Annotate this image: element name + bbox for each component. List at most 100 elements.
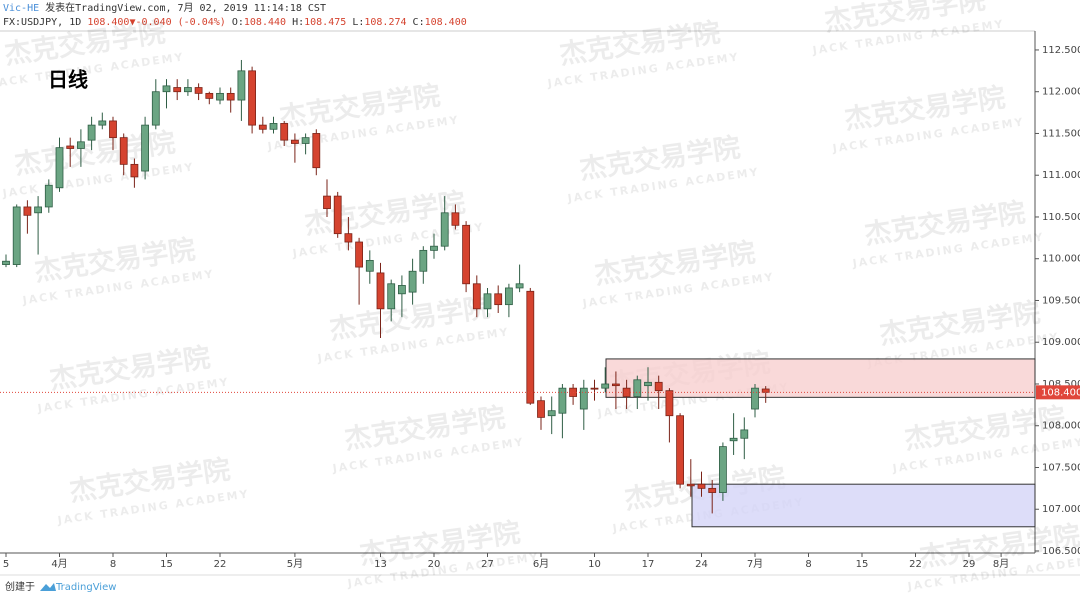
candle-body — [162, 85, 171, 93]
candle-body — [205, 92, 214, 99]
brand-logo — [40, 583, 56, 591]
ohlc-label: O: — [231, 17, 244, 28]
header: Vic-HE 发表在TradingView.com, 7月 02, 2019 1… — [3, 2, 467, 30]
candle-body — [109, 120, 117, 139]
y-tick-label: 109.500 — [1042, 295, 1080, 306]
candle-body — [472, 283, 481, 310]
x-tick-label: 27 — [481, 559, 494, 570]
zone — [605, 358, 1036, 398]
candle-body — [173, 87, 182, 93]
y-tick-label: 112.000 — [1042, 87, 1080, 98]
x-tick-label: 8月 — [993, 558, 1009, 570]
candle-body — [141, 124, 150, 172]
x-tick-label: 17 — [642, 559, 655, 570]
candle-body — [344, 233, 353, 243]
candle-body — [665, 390, 674, 417]
y-tick-label: 112.500 — [1042, 45, 1080, 56]
author[interactable]: Vic-HE — [3, 3, 40, 14]
candle-body — [55, 147, 64, 189]
candle-body — [440, 212, 449, 247]
candle-body — [397, 285, 406, 295]
candle-body — [483, 293, 492, 310]
last-price-box — [1036, 385, 1080, 400]
y-tick-label: 111.500 — [1042, 128, 1080, 139]
candle-body — [183, 87, 192, 93]
x-tick-label: 29 — [963, 559, 976, 570]
published: 发表在TradingView.com, 7月 02, 2019 11:14:18… — [45, 3, 326, 14]
candle-body — [290, 139, 299, 144]
candle-body — [547, 410, 556, 417]
candle-body — [248, 70, 257, 126]
candle-body — [740, 429, 749, 439]
candle-body — [419, 249, 428, 272]
candle-body — [654, 381, 663, 392]
price: 108.400 — [87, 17, 130, 28]
y-tick-label: 111.000 — [1042, 170, 1080, 181]
x-tick-label: 20 — [428, 559, 441, 570]
candle-body — [226, 92, 235, 101]
ohlc-value: 108.475 — [304, 17, 347, 28]
y-tick-label: 108.000 — [1042, 421, 1080, 432]
candle-body — [676, 415, 684, 485]
candle-body — [451, 212, 460, 226]
x-tick-label: 13 — [374, 559, 387, 570]
candle-body — [312, 133, 321, 169]
candle-body — [376, 272, 385, 310]
candle-body — [44, 184, 53, 208]
candle-body — [269, 123, 278, 130]
ohlc-value: 108.274 — [364, 17, 407, 28]
candle-body — [590, 387, 599, 390]
symbol: FX:USDJPY, 1D — [3, 17, 82, 28]
candle-body — [408, 270, 417, 293]
candle-body — [34, 206, 42, 214]
candle-body — [98, 120, 107, 126]
candle-body — [644, 381, 652, 387]
overlay-label: 日线 — [48, 68, 88, 92]
candle-body — [494, 293, 503, 306]
candle-body — [12, 206, 21, 265]
x-tick-label: 6月 — [533, 558, 549, 570]
last-price-label: 108.400 — [1041, 387, 1080, 398]
y-tick-label: 108.500 — [1042, 379, 1080, 390]
x-tick-label: 15 — [856, 559, 869, 570]
candle-body — [301, 137, 310, 144]
ohlc-label: H: — [292, 17, 305, 28]
candle-body — [719, 446, 727, 493]
candle-body — [601, 383, 610, 389]
y-tick-label: 109.000 — [1042, 337, 1080, 348]
candle-body — [2, 260, 10, 265]
candle-body — [333, 195, 342, 235]
candle-body — [708, 487, 717, 493]
x-tick-label: 15 — [160, 559, 173, 570]
ohlc-value: 108.400 — [424, 17, 467, 28]
header-line-1: Vic-HE 发表在TradingView.com, 7月 02, 2019 1… — [3, 2, 467, 16]
y-tick-label: 107.000 — [1042, 504, 1080, 515]
candle-body — [151, 91, 160, 126]
ohlc-label: C: — [412, 17, 425, 28]
candle-body — [355, 241, 364, 268]
candle-body — [537, 400, 545, 418]
candle-body — [365, 259, 374, 272]
candle-body — [87, 124, 96, 141]
candle-body — [558, 387, 567, 414]
candle-body — [258, 124, 267, 130]
footer-brand[interactable]: TradingView — [55, 582, 116, 593]
candle-body — [23, 206, 32, 216]
zone — [691, 483, 1036, 528]
candle-body — [280, 123, 289, 141]
candle-body — [729, 437, 738, 442]
x-tick-label: 7月 — [747, 558, 763, 570]
